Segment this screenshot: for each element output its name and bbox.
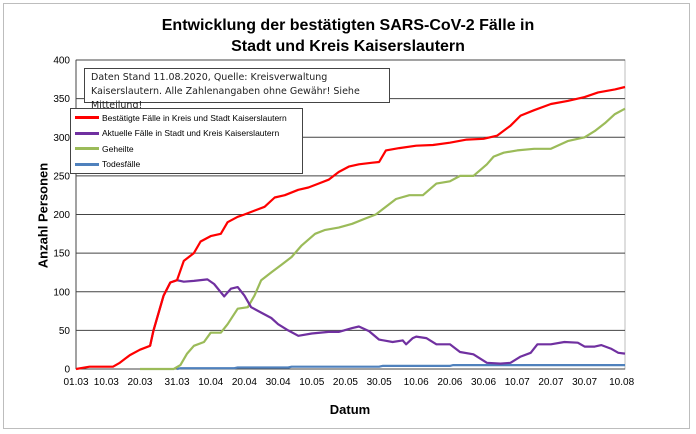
- y-tick-label: 0: [64, 365, 70, 376]
- legend-item: Bestätigte Fälle in Kreis und Stadt Kais…: [75, 110, 298, 126]
- x-tick-label: 20.07: [538, 377, 563, 388]
- annotation-line: Daten Stand 11.08.2020, Quelle: Kreisver…: [91, 72, 328, 83]
- x-tick-label: 10.07: [505, 377, 530, 388]
- x-tick-label: 10.03: [94, 377, 119, 388]
- x-tick-label: 10.06: [404, 377, 429, 388]
- legend-swatch: [75, 162, 99, 166]
- series-line-0: [75, 85, 626, 371]
- legend-item: Aktuelle Fälle in Stadt und Kreis Kaiser…: [75, 126, 298, 142]
- series-line-2: [140, 107, 626, 371]
- y-tick-label: 150: [53, 249, 70, 260]
- x-tick-label: 30.07: [572, 377, 597, 388]
- title-line-2: Stadt und Kreis Kaiserslautern: [231, 38, 465, 55]
- x-axis-label: Datum: [329, 402, 371, 417]
- legend-label: Todesfälle: [102, 159, 141, 170]
- x-tick-label: 20.04: [232, 377, 257, 388]
- x-tick-label: 01.03: [63, 377, 88, 388]
- x-tick-label: 20.06: [437, 377, 462, 388]
- legend-label: Geheilte: [102, 143, 134, 154]
- legend-item: Geheilte: [75, 141, 298, 157]
- legend-swatch: [75, 131, 99, 135]
- legend-label: Aktuelle Fälle in Stadt und Kreis Kaiser…: [102, 128, 280, 139]
- title-line-1: Entwicklung der bestätigten SARS-CoV-2 F…: [161, 17, 535, 34]
- legend-label: Bestätigte Fälle in Kreis und Stadt Kais…: [102, 112, 287, 123]
- x-tick-label: 20.05: [333, 377, 358, 388]
- legend: Bestätigte Fälle in Kreis und Stadt Kais…: [70, 108, 303, 174]
- x-tick-label: 10.08: [609, 377, 634, 388]
- x-tick-label: 10.04: [198, 377, 223, 388]
- y-tick-label: 300: [53, 133, 70, 144]
- series-line-1: [149, 278, 626, 365]
- chart-title: Entwicklung der bestätigten SARS-CoV-2 F…: [0, 15, 696, 57]
- x-tick-label: 30.04: [266, 377, 291, 388]
- x-tick-label: 30.05: [367, 377, 392, 388]
- y-tick-label: 250: [53, 171, 70, 182]
- annotation-box: Daten Stand 11.08.2020, Quelle: Kreisver…: [84, 68, 390, 111]
- x-tick-label: 10.05: [299, 377, 324, 388]
- y-tick-label: 50: [59, 326, 71, 337]
- x-tick-label: 31.03: [165, 377, 190, 388]
- series-line-3: [176, 364, 625, 371]
- legend-swatch: [75, 116, 99, 120]
- y-axis-label: Anzahl Personen: [35, 162, 51, 269]
- annotation-line: Kaiserslautern. Alle Zahlenangaben ohne …: [91, 86, 360, 111]
- x-tick-label: 30.06: [471, 377, 496, 388]
- legend-swatch: [75, 147, 99, 151]
- legend-item: Todesfälle: [75, 157, 298, 173]
- x-tick-label: 20.03: [127, 377, 152, 388]
- y-tick-label: 100: [53, 287, 70, 298]
- y-tick-label: 400: [53, 56, 70, 67]
- y-tick-label: 350: [53, 94, 70, 105]
- y-tick-label: 200: [53, 210, 70, 221]
- chart-frame: [3, 3, 690, 429]
